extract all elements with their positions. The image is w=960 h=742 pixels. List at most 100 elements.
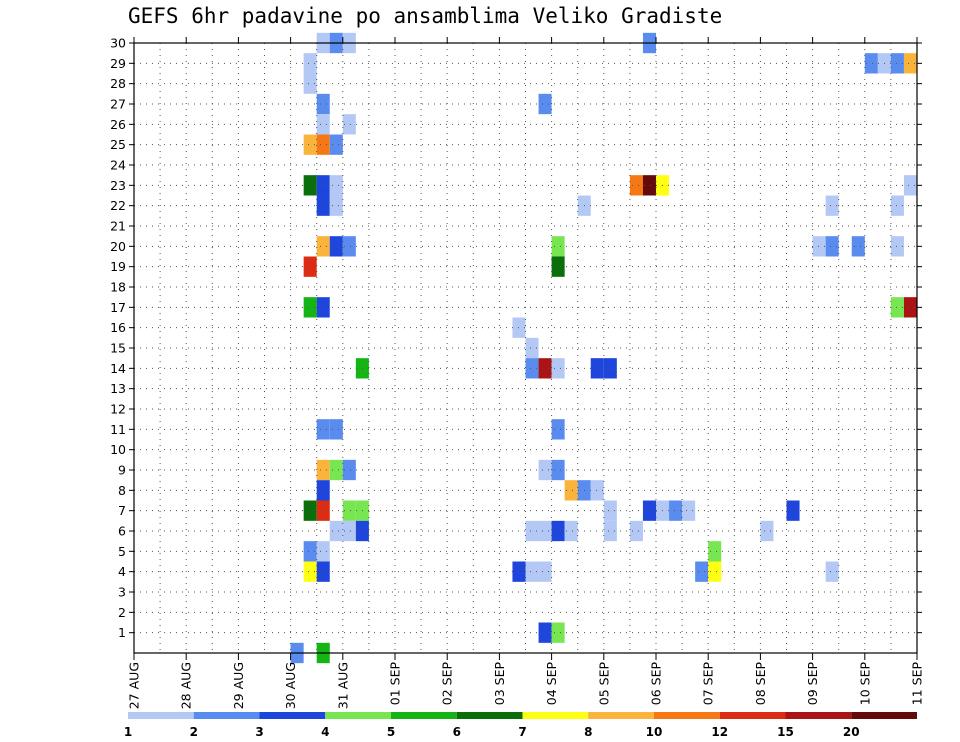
precip-cell	[525, 358, 539, 379]
colorbar-label: 5	[387, 725, 395, 739]
precip-cell	[538, 561, 552, 582]
y-tick-label: 10	[110, 442, 126, 457]
x-tick-label: 04 SEP	[544, 662, 559, 706]
precip-cell	[629, 175, 643, 196]
colorbar-segment	[785, 712, 852, 719]
colorbar-label: 20	[843, 725, 860, 739]
chart-title: GEFS 6hr padavine po ansamblima Veliko G…	[128, 4, 723, 28]
precip-cell	[851, 236, 865, 257]
y-tick-label: 8	[118, 483, 126, 498]
precip-cell	[890, 195, 904, 216]
precip-cell	[342, 236, 356, 257]
precip-cell	[551, 459, 565, 481]
colorbar-segment	[193, 712, 260, 719]
precip-cell	[316, 480, 330, 501]
colorbar-label: 6	[453, 725, 461, 739]
x-tick-label: 31 AUG	[335, 662, 350, 709]
y-tick-label: 16	[110, 320, 126, 335]
precip-cell	[551, 256, 565, 277]
x-tick-label: 07 SEP	[701, 662, 716, 706]
precip-cell	[708, 541, 722, 562]
y-tick-label: 27	[110, 97, 126, 112]
precip-cell	[669, 500, 683, 521]
y-tick-label: 4	[118, 564, 126, 579]
y-tick-label: 20	[110, 239, 126, 254]
precip-cell	[303, 297, 317, 318]
precip-cell	[316, 175, 330, 196]
y-tick-label: 19	[110, 259, 126, 274]
y-tick-label: 5	[118, 544, 126, 559]
colorbar-label: 10	[646, 725, 663, 739]
precip-cell	[329, 459, 343, 481]
precip-cell	[303, 541, 317, 562]
precip-cell	[603, 520, 617, 542]
colorbar-segment	[522, 712, 589, 719]
precip-cell	[890, 297, 904, 318]
precip-cell	[760, 520, 774, 542]
precip-cell	[551, 520, 565, 542]
precip-cell	[525, 561, 539, 582]
precip-cell	[316, 195, 330, 216]
precip-cell	[329, 236, 343, 257]
colorbar-label: 4	[321, 725, 329, 739]
precip-cell	[603, 358, 617, 379]
y-tick-label: 2	[118, 605, 126, 620]
x-tick-label: 11 SEP	[910, 662, 925, 706]
precip-cell	[329, 134, 343, 155]
precip-cell	[695, 561, 709, 582]
precip-cell	[342, 500, 356, 521]
precip-cell	[538, 358, 552, 379]
precip-cell	[903, 53, 917, 74]
precip-cell	[551, 236, 565, 257]
x-tick-label: 30 AUG	[283, 662, 298, 709]
precip-cell	[590, 480, 604, 501]
precip-cell	[303, 73, 317, 94]
precip-cell	[316, 561, 330, 582]
y-tick-label: 24	[110, 158, 126, 173]
precip-cell	[316, 114, 330, 135]
precip-cell	[825, 236, 839, 257]
y-tick-label: 7	[118, 503, 126, 518]
colorbar-segment	[259, 712, 326, 719]
y-tick-label: 15	[110, 341, 126, 356]
y-tick-label: 17	[110, 300, 126, 315]
precip-cell	[538, 520, 552, 542]
x-tick-label: 06 SEP	[649, 662, 664, 706]
y-tick-label: 12	[110, 402, 126, 417]
precip-cell	[316, 297, 330, 318]
precip-cell	[316, 500, 330, 521]
colorbar-segment	[391, 712, 457, 719]
precip-cell	[642, 500, 656, 521]
precip-cell	[316, 459, 330, 481]
precip-cell	[603, 500, 617, 521]
y-tick-label: 3	[118, 585, 126, 600]
colorbar-label: 3	[255, 725, 263, 739]
precip-cell	[303, 175, 317, 196]
colorbar-label: 12	[711, 725, 728, 739]
y-tick-label: 21	[110, 219, 126, 234]
y-tick-label: 14	[110, 361, 126, 376]
precip-cell	[708, 561, 722, 582]
precip-cell	[551, 622, 565, 643]
precip-cell	[525, 337, 539, 359]
precip-cell	[812, 236, 826, 257]
precip-cell	[903, 175, 917, 196]
precip-cell	[538, 459, 552, 481]
precip-cell	[629, 520, 643, 542]
precip-cell	[303, 53, 317, 74]
colorbar-label: 8	[584, 725, 592, 739]
colorbar-label: 15	[777, 725, 794, 739]
x-tick-label: 03 SEP	[492, 662, 507, 706]
y-tick-label: 18	[110, 280, 126, 295]
y-tick-label: 13	[110, 381, 126, 396]
precip-cell	[642, 175, 656, 196]
precip-cell	[342, 459, 356, 481]
precip-cell	[538, 93, 552, 115]
precip-cell	[890, 53, 904, 74]
precip-cell	[316, 236, 330, 257]
precip-cell	[329, 520, 343, 542]
y-tick-label: 29	[110, 56, 126, 71]
precip-cell	[303, 134, 317, 155]
precip-cell	[551, 419, 565, 440]
